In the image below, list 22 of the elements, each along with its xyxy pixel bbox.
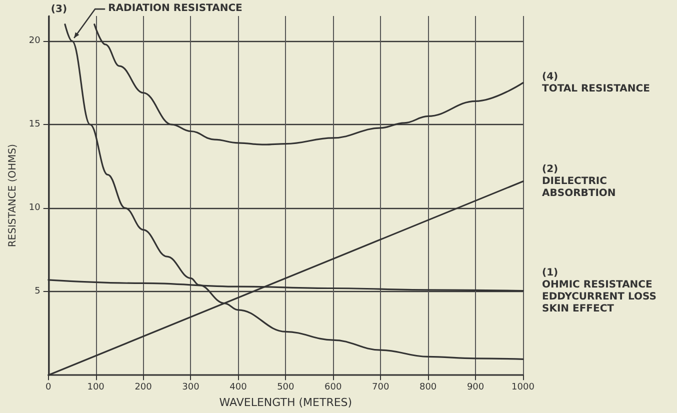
y-axis-title: RESISTANCE (OHMS) (8, 144, 18, 248)
annotation: RADIATION RESISTANCE (108, 3, 242, 14)
x-axis-title: WAVELENGTH (METRES) (219, 396, 352, 409)
x-tick-label: 600 (324, 382, 342, 393)
y-tick-label: 10 (28, 203, 41, 214)
x-tick-label: 700 (372, 382, 390, 393)
y-tick-label: 15 (28, 120, 40, 130)
y-tick-label: 20 (28, 36, 41, 46)
x-tick-label: 800 (419, 382, 437, 393)
series-label: (2) DIELECTRIC ABSORBTION (542, 164, 616, 199)
series-label: (1) OHMIC RESISTANCE EDDYCURRENT LOSS SKIN EFFECT (542, 267, 656, 314)
x-tick-label: 0 (45, 382, 52, 393)
x-tick-label: 100 (87, 382, 105, 393)
series-label: (3) (50, 4, 68, 15)
y-tick-label: 5 (34, 286, 40, 297)
x-tick-label: 900 (466, 382, 484, 393)
series-label: (4) TOTAL RESISTANCE (542, 71, 650, 94)
x-tick-label: 400 (230, 382, 248, 393)
x-tick-label: 1000 (512, 382, 535, 393)
x-tick-label: 200 (134, 382, 152, 393)
x-tick-label: 500 (277, 382, 295, 393)
x-tick-label: 300 (182, 382, 200, 393)
